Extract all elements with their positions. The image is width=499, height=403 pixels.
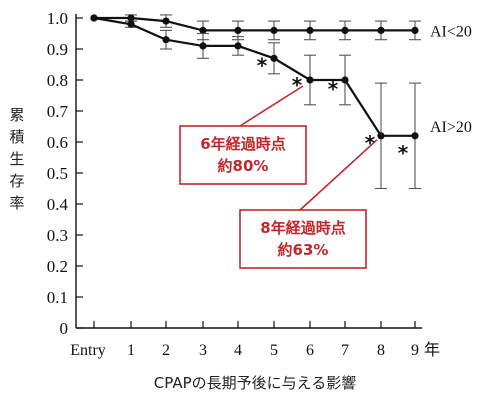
axes: [75, 14, 422, 329]
x-tick-label: 1: [127, 342, 135, 359]
x-tick-label: 3: [199, 342, 207, 359]
series-layer: AI<20 * * * * * AI>20: [90, 14, 472, 190]
data-point: [199, 26, 207, 34]
x-tick-label: 9: [411, 342, 419, 359]
series-ai-gt-20: * * * * * AI>20: [90, 14, 472, 190]
y-tick-label: 0.6: [47, 133, 68, 152]
data-point: [162, 17, 170, 25]
x-axis-title: CPAPの長期予後に与える影響: [154, 374, 356, 392]
significance-star: *: [328, 77, 339, 101]
data-point: [127, 14, 135, 22]
significance-star: *: [398, 141, 409, 165]
series-line: [94, 16, 415, 32]
y-axis-title-char: 存: [9, 172, 24, 190]
callout-text-line: 6年経過時点: [200, 135, 285, 153]
data-point: [234, 26, 242, 34]
callout-text-line: 約63%: [278, 241, 329, 259]
x-tick-label: 2: [162, 342, 170, 359]
data-point: [90, 14, 98, 22]
data-point: [162, 36, 170, 44]
x-tick-label: 8: [377, 342, 385, 359]
data-point: [306, 26, 314, 34]
series-label: AI<20: [430, 23, 472, 40]
series-ai-lt-20: AI<20: [90, 14, 472, 40]
data-point: [377, 26, 385, 34]
data-point: [341, 26, 349, 34]
significance-star: *: [257, 53, 268, 77]
callout-box: [179, 125, 307, 185]
x-tick-label: 4: [234, 342, 242, 359]
callout-text-line: 約80%: [218, 157, 269, 175]
callout-box: [239, 209, 367, 269]
x-tick-label: Entry: [70, 342, 106, 359]
significance-star: *: [292, 73, 303, 97]
significance-star: *: [365, 131, 376, 155]
data-point: [341, 76, 349, 84]
x-tick-label: 7: [341, 342, 349, 359]
y-tick-label: 0.4: [47, 195, 69, 214]
series-line: [93, 16, 415, 137]
callout-leader-line: [239, 85, 304, 127]
data-point: [377, 132, 385, 140]
data-point: [199, 42, 207, 50]
y-tick-label: 0.5: [47, 164, 68, 183]
x-tick-label: 6: [306, 342, 314, 359]
data-point: [411, 26, 419, 34]
y-tick-label: 0: [60, 319, 69, 338]
data-point: [306, 76, 314, 84]
ticks: 0 0.1 0.2 0.3 0.4 0.5 0.6 0.7 0.8 0.9 1.0 Entry 1 2 3 4…: [47, 9, 419, 359]
y-tick-label: 0.1: [47, 288, 68, 307]
callout-leader-line: [299, 139, 378, 211]
data-point: [411, 132, 419, 140]
y-tick-label: 0.9: [47, 40, 68, 59]
data-point: [127, 20, 135, 28]
data-point: [270, 54, 278, 62]
series-label: AI>20: [430, 119, 472, 136]
y-tick-label: 0.7: [47, 102, 69, 121]
y-tick-label: 1.0: [47, 9, 68, 28]
data-point: [234, 42, 242, 50]
y-axis-title-char: 率: [9, 194, 24, 212]
y-tick-label: 0.3: [47, 226, 68, 245]
x-unit-label: 年: [424, 341, 440, 359]
y-axis-title-char: 生: [9, 150, 24, 168]
y-tick-label: 0.2: [47, 257, 68, 276]
y-tick-label: 0.8: [47, 71, 68, 90]
y-axis-title-char: 積: [9, 128, 24, 146]
data-point: [270, 26, 278, 34]
y-axis-title-char: 累: [9, 106, 24, 124]
x-tick-label: 5: [270, 342, 278, 359]
callout-text-line: 8年経過時点: [260, 219, 345, 237]
